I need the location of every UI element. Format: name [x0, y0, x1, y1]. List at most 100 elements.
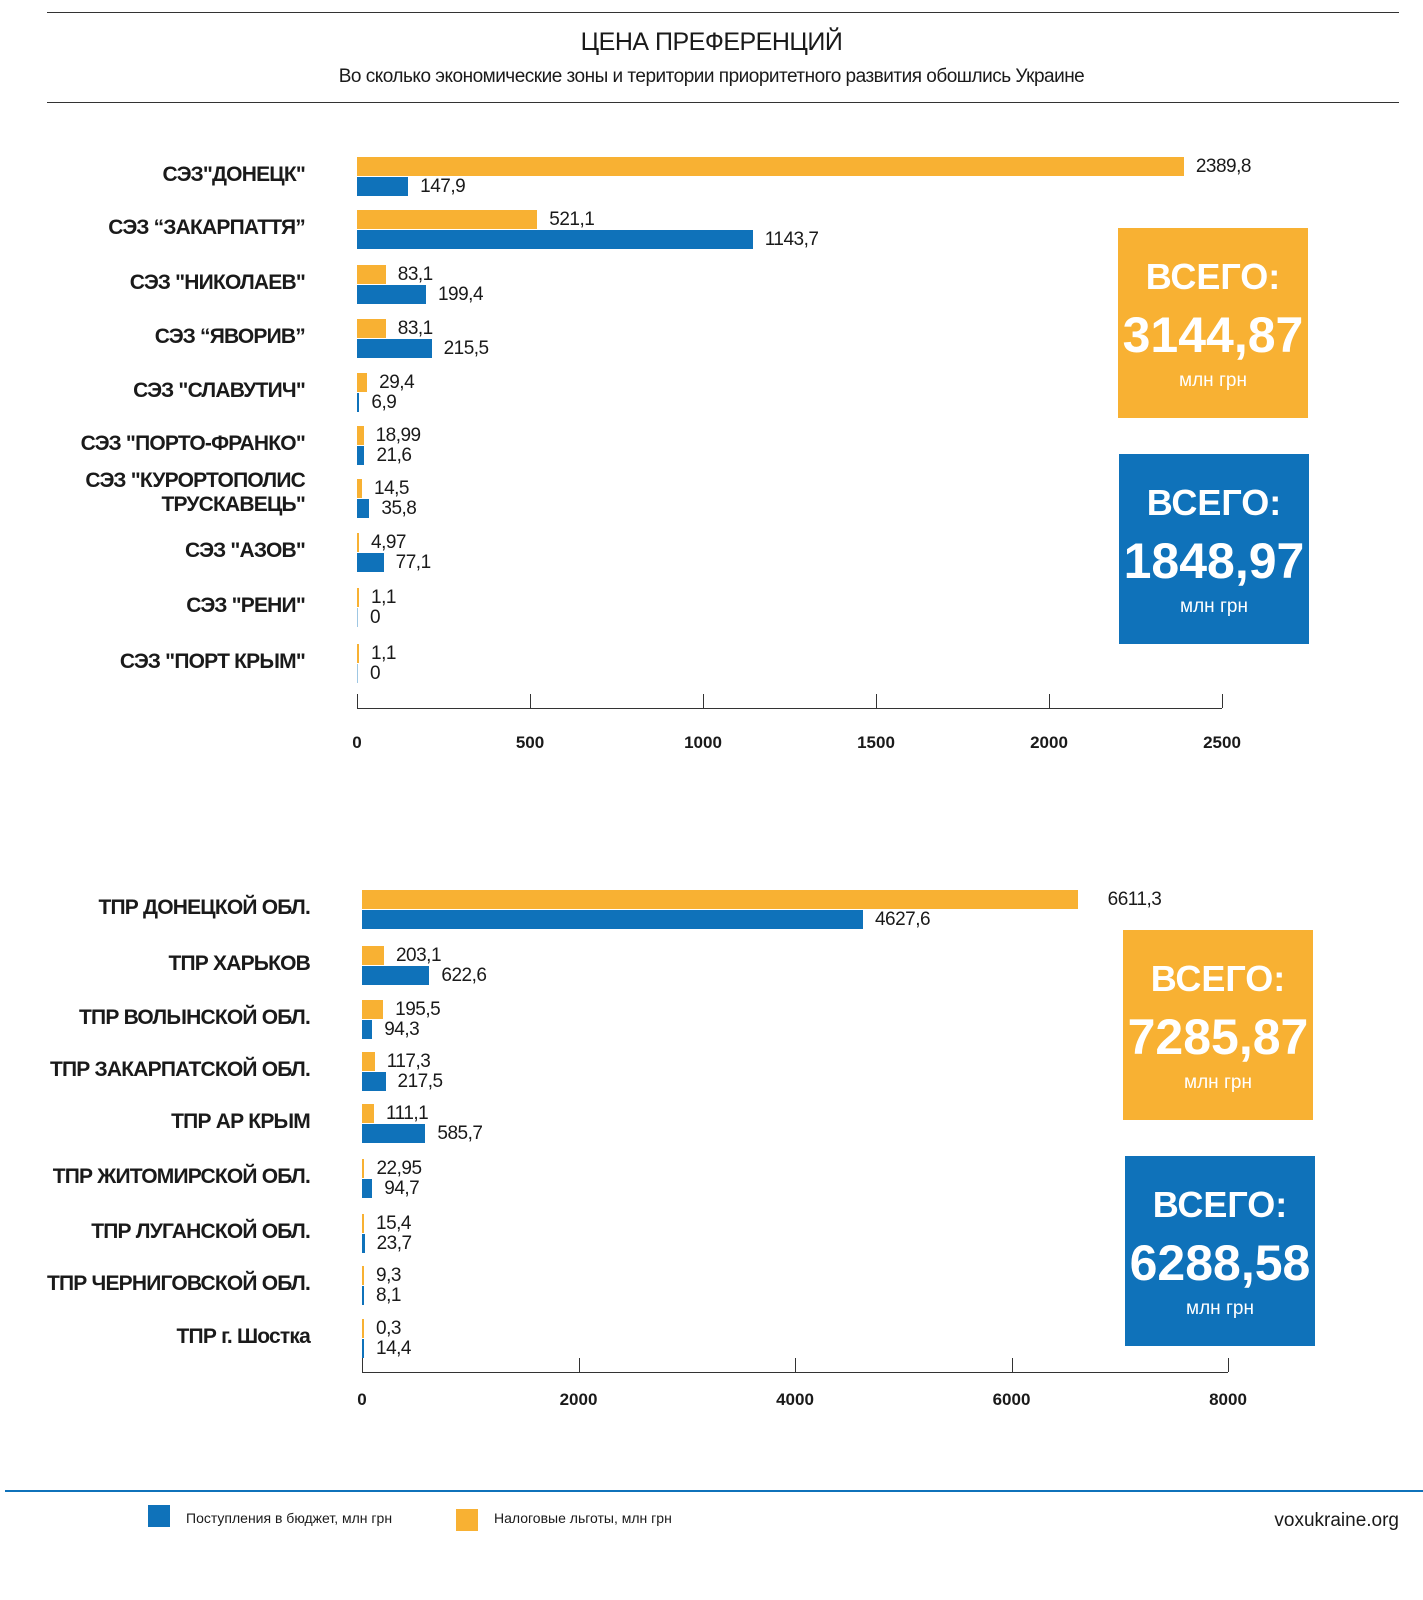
value-label-tax: 4,97 [371, 532, 406, 553]
value-label-budget: 1143,7 [764, 229, 819, 250]
value-label-tax: 521,1 [549, 209, 595, 230]
x-tick-label: 2500 [1203, 733, 1241, 752]
x-axis-line [362, 1372, 1228, 1373]
total-value: 1848,97 [1123, 533, 1305, 589]
bar-budget [357, 393, 360, 412]
source-label: voxukraine.org [1274, 1510, 1399, 1531]
total-label: ВСЕГО: [1152, 1184, 1288, 1225]
x-tick-mark [362, 1358, 363, 1372]
category-label: ТПР ЗАКАРПАТСКОЙ ОБЛ. [49, 1058, 311, 1081]
legend-label-tax: Налоговые льготы, млн грн [494, 1510, 672, 1526]
total-tax-box: ВСЕГО: 3144,87 млн грн [1118, 228, 1308, 418]
value-label-tax: 2389,8 [1195, 156, 1252, 177]
value-label-budget: 585,7 [437, 1123, 483, 1144]
bar-budget [357, 664, 358, 683]
value-label-budget: 0 [370, 607, 381, 628]
bar-budget [362, 910, 863, 929]
total-value: 6288,58 [1129, 1235, 1311, 1291]
category-label: ТПР г. Шостка [176, 1325, 311, 1348]
value-label-tax: 15,4 [376, 1213, 411, 1234]
legend-swatch-tax [456, 1509, 478, 1531]
legend-swatch-budget [148, 1505, 170, 1527]
x-tick-label: 500 [515, 733, 545, 752]
bar-budget [357, 499, 370, 518]
x-tick-label: 4000 [776, 1390, 814, 1409]
x-tick-label: 1000 [684, 733, 722, 752]
category-label: ТПР ЛУГАНСКОЙ ОБЛ. [91, 1220, 311, 1243]
bar-budget [362, 1234, 365, 1253]
value-label-tax: 1,1 [371, 587, 396, 608]
total-unit: млн грн [1180, 596, 1248, 617]
bar-tax [362, 890, 1078, 909]
value-label-tax: 9,3 [376, 1265, 401, 1286]
x-tick-label: 1500 [857, 733, 895, 752]
bar-tax [357, 210, 538, 229]
x-tick-mark [357, 694, 358, 708]
bar-tax [357, 265, 386, 284]
total-unit: млн грн [1184, 1072, 1252, 1093]
value-label-tax: 0,3 [376, 1318, 401, 1339]
x-tick-label: 6000 [992, 1390, 1031, 1409]
value-label-tax: 6611,3 [1107, 889, 1162, 910]
bar-tax [357, 157, 1184, 176]
value-label-tax: 83,1 [397, 318, 433, 339]
bar-budget [362, 1179, 373, 1198]
total-label: ВСЕГО: [1150, 958, 1286, 999]
category-label: ТПР ЧЕРНИГОВСКОЙ ОБЛ. [46, 1272, 311, 1295]
bar-budget [357, 446, 365, 465]
x-tick-label: 0 [357, 1390, 367, 1409]
chart-title: ЦЕНА ПРЕФЕРЕНЦИЙ [580, 28, 843, 56]
value-label-tax: 83,1 [397, 264, 433, 285]
x-tick-mark [876, 694, 877, 708]
value-label-tax: 1,1 [371, 643, 396, 664]
value-label-budget: 0 [370, 663, 381, 684]
bar-budget [362, 1339, 364, 1358]
x-tick-mark [703, 694, 704, 708]
bar-tax [357, 588, 359, 607]
bar-budget [362, 1072, 386, 1091]
bar-tax [357, 644, 359, 663]
legend-label-budget: Поступления в бюджет, млн грн [186, 1510, 393, 1526]
value-label-budget: 199,4 [437, 284, 484, 305]
bar-tax [357, 479, 363, 498]
bar-budget [362, 1020, 373, 1039]
category-label: СЭЗ "АЗОВ" [185, 539, 306, 562]
bar-tax [362, 1104, 375, 1123]
top-rule [47, 12, 1399, 13]
bar-tax [357, 533, 359, 552]
bar-tax [362, 1266, 364, 1285]
bar-tax [357, 319, 386, 338]
value-label-tax: 111,1 [386, 1103, 429, 1124]
bar-budget [357, 608, 358, 627]
bar-budget [357, 177, 409, 196]
category-label: ТПР ЖИТОМИРСКОЙ ОБЛ. [52, 1165, 311, 1188]
x-tick-label: 2000 [1030, 733, 1068, 752]
category-label: ТПР ХАРЬКОВ [168, 952, 310, 975]
category-label: СЭЗ "ПОРТ КРЫМ" [119, 650, 306, 673]
category-label: СЭЗ “ЯВОРИВ” [154, 325, 306, 348]
x-tick-mark [1228, 1358, 1229, 1372]
x-tick-label: 0 [352, 733, 362, 752]
total-unit: млн грн [1186, 1298, 1254, 1319]
total-label: ВСЕГО: [1145, 256, 1281, 297]
value-label-budget: 215,5 [443, 338, 490, 359]
value-label-budget: 14,4 [376, 1338, 411, 1359]
chart-subtitle: Во сколько экономические зоны и територи… [338, 66, 1085, 87]
category-label: СЭЗ "РЕНИ" [186, 594, 306, 617]
x-tick-label: 8000 [1209, 1390, 1247, 1409]
category-label: СЭЗ"ДОНЕЦК" [162, 163, 306, 186]
category-label: СЭЗ "НИКОЛАЕВ" [129, 271, 306, 294]
total-label: ВСЕГО: [1146, 482, 1282, 523]
value-label-budget: 6,9 [371, 392, 397, 413]
value-label-budget: 77,1 [395, 552, 431, 573]
bar-budget [357, 339, 432, 358]
bar-tax [362, 1214, 364, 1233]
bar-budget [362, 966, 430, 985]
value-label-budget: 23,7 [376, 1233, 412, 1254]
value-label-budget: 147,9 [420, 176, 466, 197]
x-tick-mark [530, 694, 531, 708]
x-tick-mark [578, 1358, 580, 1372]
footer-rule [5, 1490, 1423, 1492]
value-label-budget: 35,8 [381, 498, 417, 519]
bar-budget [357, 230, 753, 249]
